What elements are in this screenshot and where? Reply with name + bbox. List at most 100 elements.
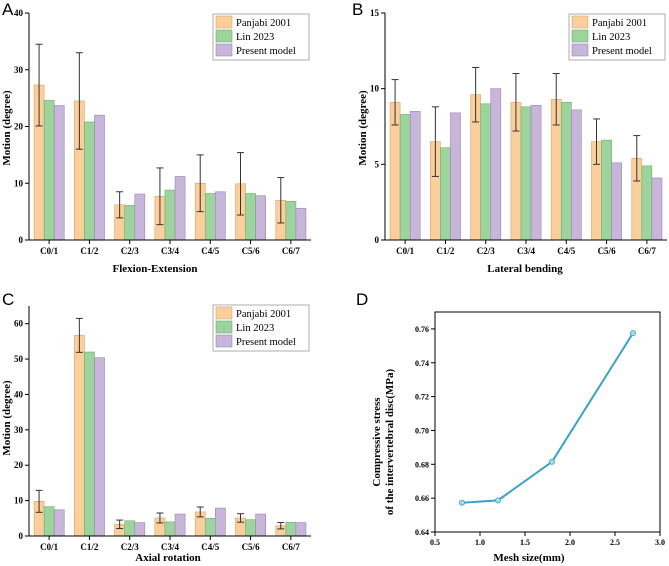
panel-b-legend-present: Present model [592, 46, 652, 57]
panel-a-x-tick-label-2: C2/3 [121, 246, 140, 256]
panel-d-x-tick-label-0: 0.5 [430, 538, 440, 547]
panel-d-x-tick-label-4: 2.5 [610, 538, 620, 547]
panel-b-bar-lin-5 [601, 139, 612, 241]
panel-a-bar-present-1 [94, 114, 105, 241]
panel-b-legend-panjabi: Panjabi 2001 [592, 18, 647, 29]
panel-a-x-tick-label-1: C1/2 [80, 246, 99, 256]
panel-b-bar-present-5 [611, 162, 622, 241]
panel-c-legend-swatch-lin [215, 320, 233, 334]
panel-c-x-tick-label-0: C0/1 [40, 542, 59, 552]
panel-c-x-tick-label-2: C2/3 [121, 542, 140, 552]
panel-c-bar-lin-5 [245, 519, 256, 537]
panel-a-bar-present-2 [134, 193, 146, 241]
panel-c-bar-present-1 [94, 357, 105, 537]
panel-c: C C0/1 C1/2 C2/3 C3/4 C4/5 C5/6 C6/7 0 10 20 30 40 5… [1, 290, 311, 564]
panel-c-legend-lin: Lin 2023 [236, 323, 274, 334]
panel-d-x-tick-label-1: 1.0 [475, 538, 485, 547]
panel-d-y-tick-label-0: 0.64 [415, 528, 429, 537]
panel-d-series-line [461, 332, 634, 504]
panel-c-bar-present-0 [53, 509, 65, 537]
panel-c-bar-lin-6 [285, 521, 297, 537]
panel-b-x-tick-label-0: C0/1 [396, 246, 415, 256]
panel-b-bar-lin-6 [641, 165, 653, 241]
panel-d-y-tick-label-3: 0.70 [415, 426, 429, 435]
panel-letter-c: C [2, 290, 14, 309]
panel-d-x-axis-title: Mesh size(mm) [493, 552, 565, 564]
panel-b-y-tick-label-3: 15 [370, 8, 380, 18]
panel-a-x-axis-title: Flexion-Extension [113, 263, 198, 275]
panel-a-bar-lin-4 [204, 193, 216, 241]
panel-a-legend-lin: Lin 2023 [236, 32, 274, 43]
panel-a-bar-present-3 [174, 176, 186, 241]
panel-a-bar-lin-5 [245, 193, 256, 241]
panel-b-legend-swatch-lin [571, 29, 589, 43]
panel-b-x-tick-label-5: C5/6 [598, 246, 617, 256]
panel-c-x-tick-label-3: C3/4 [161, 542, 180, 552]
panel-a-y-tick-label-2: 20 [14, 122, 24, 132]
panel-c-bar-panjabi-1 [74, 335, 85, 537]
panel-d-y-tick-label-6: 0.76 [415, 325, 429, 334]
panel-b-bar-lin-1 [440, 147, 451, 241]
panel-c-legend-swatch-present [215, 334, 233, 348]
panel-a-bar-lin-6 [285, 201, 297, 241]
panel-b-y-tick-label-2: 10 [370, 84, 380, 94]
panel-b-bars [389, 66, 663, 241]
panel-a-bars [33, 43, 307, 241]
panel-a: A C0/1 C1/2 C2/3 C3/4 C4/5 C5/6 C6/7010203040 … [1, 0, 311, 275]
panel-a-bar-present-5 [255, 195, 266, 241]
panel-a-axes: C0/1 C1/2 C2/3 C3/4 C4/5 C5/6 C6/7 0 10 20 30 40 [14, 8, 311, 256]
panel-a-bar-lin-1 [84, 121, 95, 241]
panel-a-bar-lin-2 [124, 205, 136, 241]
panel-c-bar-present-6 [295, 522, 307, 537]
panel-b-bar-present-0 [409, 111, 421, 241]
panel-b-legend-swatch-present [571, 43, 589, 57]
panel-a-x-tick-label-6: C6/7 [282, 246, 301, 256]
panel-d-x-tick-label-2: 1.5 [520, 538, 530, 547]
panel-d: D 0.5 1.0 1.5 2.0 2.5 3.0 0.64 0.66 0.68 0.70 0.72… [356, 290, 665, 564]
panel-d-line-series [458, 330, 637, 506]
panel-a-x-tick-label-4: C4/5 [201, 246, 220, 256]
panel-b-x-tick-label-1: C1/2 [436, 246, 455, 256]
panel-c-y-tick-label-4: 40 [14, 389, 24, 399]
panel-a-bar-present-4 [215, 191, 226, 241]
panel-a-legend-panjabi: Panjabi 2001 [236, 18, 291, 29]
panel-c-y-tick-label-3: 30 [14, 425, 24, 435]
panel-b-y-tick-label-1: 5 [375, 159, 380, 169]
panel-a-legend-swatch-present [215, 43, 233, 57]
panel-c-bar-present-3 [174, 513, 186, 537]
panel-a-y-tick-label-1: 10 [14, 178, 24, 188]
panel-d-axes: 0.5 1.0 1.5 2.0 2.5 3.0 0.64 0.66 0.68 0.70 0.72 0.… [415, 311, 665, 547]
panel-letter-a: A [2, 0, 14, 19]
panel-c-x-tick-label-5: C5/6 [242, 542, 261, 552]
panel-a-bar-present-0 [53, 105, 65, 241]
panel-a-legend-swatch-panjabi [215, 15, 233, 29]
panel-b-bar-present-2 [490, 88, 502, 241]
panel-d-point-1 [494, 497, 501, 504]
panel-c-bar-lin-2 [124, 520, 136, 537]
panel-d-x-tick-label-3: 2.0 [565, 538, 575, 547]
panel-c-y-tick-label-5: 50 [14, 354, 24, 364]
panel-b: B C0/1 C1/2 C2/3 C3/4 C4/5 C5/6 C6/7 0 5 10 15 Lat… [352, 0, 667, 275]
panel-c-bar-present-4 [215, 507, 226, 537]
panel-c-bar-lin-1 [84, 351, 95, 537]
panel-d-point-0 [458, 499, 465, 506]
panel-a-legend: Panjabi 2001 Lin 2023 Present model [212, 13, 310, 61]
panel-b-axes: C0/1 C1/2 C2/3 C3/4 C4/5 C5/6 C6/7 0 5 10 15 [370, 8, 667, 256]
panel-d-y-axis-title-line1: Compressive stress [371, 397, 383, 487]
panel-c-legend-panjabi: Panjabi 2001 [236, 309, 291, 320]
panel-b-bar-present-4 [571, 109, 582, 241]
panel-a-x-tick-label-0: C0/1 [40, 246, 59, 256]
panel-c-y-tick-label-0: 0 [19, 531, 24, 541]
panel-c-legend-present: Present model [236, 337, 296, 348]
panel-c-x-tick-label-1: C1/2 [80, 542, 99, 552]
panel-c-x-tick-label-4: C4/5 [201, 542, 220, 552]
panel-c-y-tick-label-6: 60 [14, 319, 24, 329]
panel-b-bar-present-3 [530, 105, 542, 241]
panel-c-legend-swatch-panjabi [215, 306, 233, 320]
panel-a-legend-swatch-lin [215, 29, 233, 43]
panel-d-y-tick-label-2: 0.68 [415, 460, 429, 469]
panel-c-bar-lin-4 [204, 518, 216, 537]
panel-b-x-tick-label-6: C6/7 [638, 246, 657, 256]
panel-c-y-tick-label-1: 10 [14, 496, 24, 506]
